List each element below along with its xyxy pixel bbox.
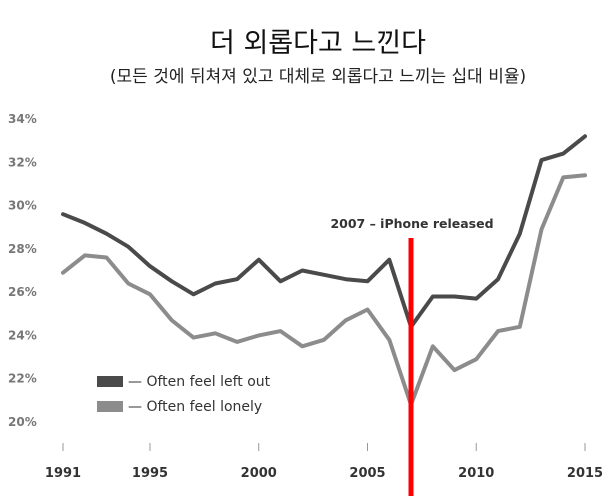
x-tick-label: 2015	[567, 466, 603, 481]
legend-swatch	[97, 401, 123, 412]
series-line-lonely	[61, 173, 587, 407]
x-tick-label: 1991	[45, 466, 81, 481]
y-tick-label: 26%	[8, 285, 37, 299]
y-tick-label: 28%	[8, 242, 37, 256]
y-tick-label: 32%	[8, 155, 37, 169]
chart-subtitle: (모든 것에 뒤쳐져 있고 대체로 외롭다고 느끼는 십대 비율)	[110, 67, 526, 87]
x-axis: 1991 1995 2000 2005 2010 2015	[45, 443, 603, 481]
y-axis: 20% 22% 24% 26% 28% 30% 32% 34%	[8, 112, 37, 429]
series-lines	[61, 134, 587, 407]
legend-label: — Often feel lonely	[128, 399, 262, 415]
legend-label: — Often feel left out	[128, 374, 271, 390]
x-tick-label: 2000	[241, 466, 277, 481]
x-tick-label: 2010	[458, 466, 494, 481]
y-tick-label: 30%	[8, 199, 37, 213]
annotation-label: 2007 – iPhone released	[330, 216, 493, 231]
x-tick-label: 1995	[132, 466, 168, 481]
y-tick-label: 20%	[8, 415, 37, 429]
x-tick-label: 2005	[349, 466, 385, 481]
legend: — Often feel left out — Often feel lonely	[97, 374, 271, 415]
annotation: 2007 – iPhone released	[330, 216, 494, 496]
y-tick-label: 24%	[8, 328, 37, 342]
chart-title: 더 외롭다고 느낀다	[210, 28, 426, 59]
y-tick-label: 22%	[8, 372, 37, 386]
y-tick-label: 34%	[8, 112, 37, 126]
series-line-left-out	[61, 134, 587, 329]
legend-swatch	[97, 376, 123, 387]
